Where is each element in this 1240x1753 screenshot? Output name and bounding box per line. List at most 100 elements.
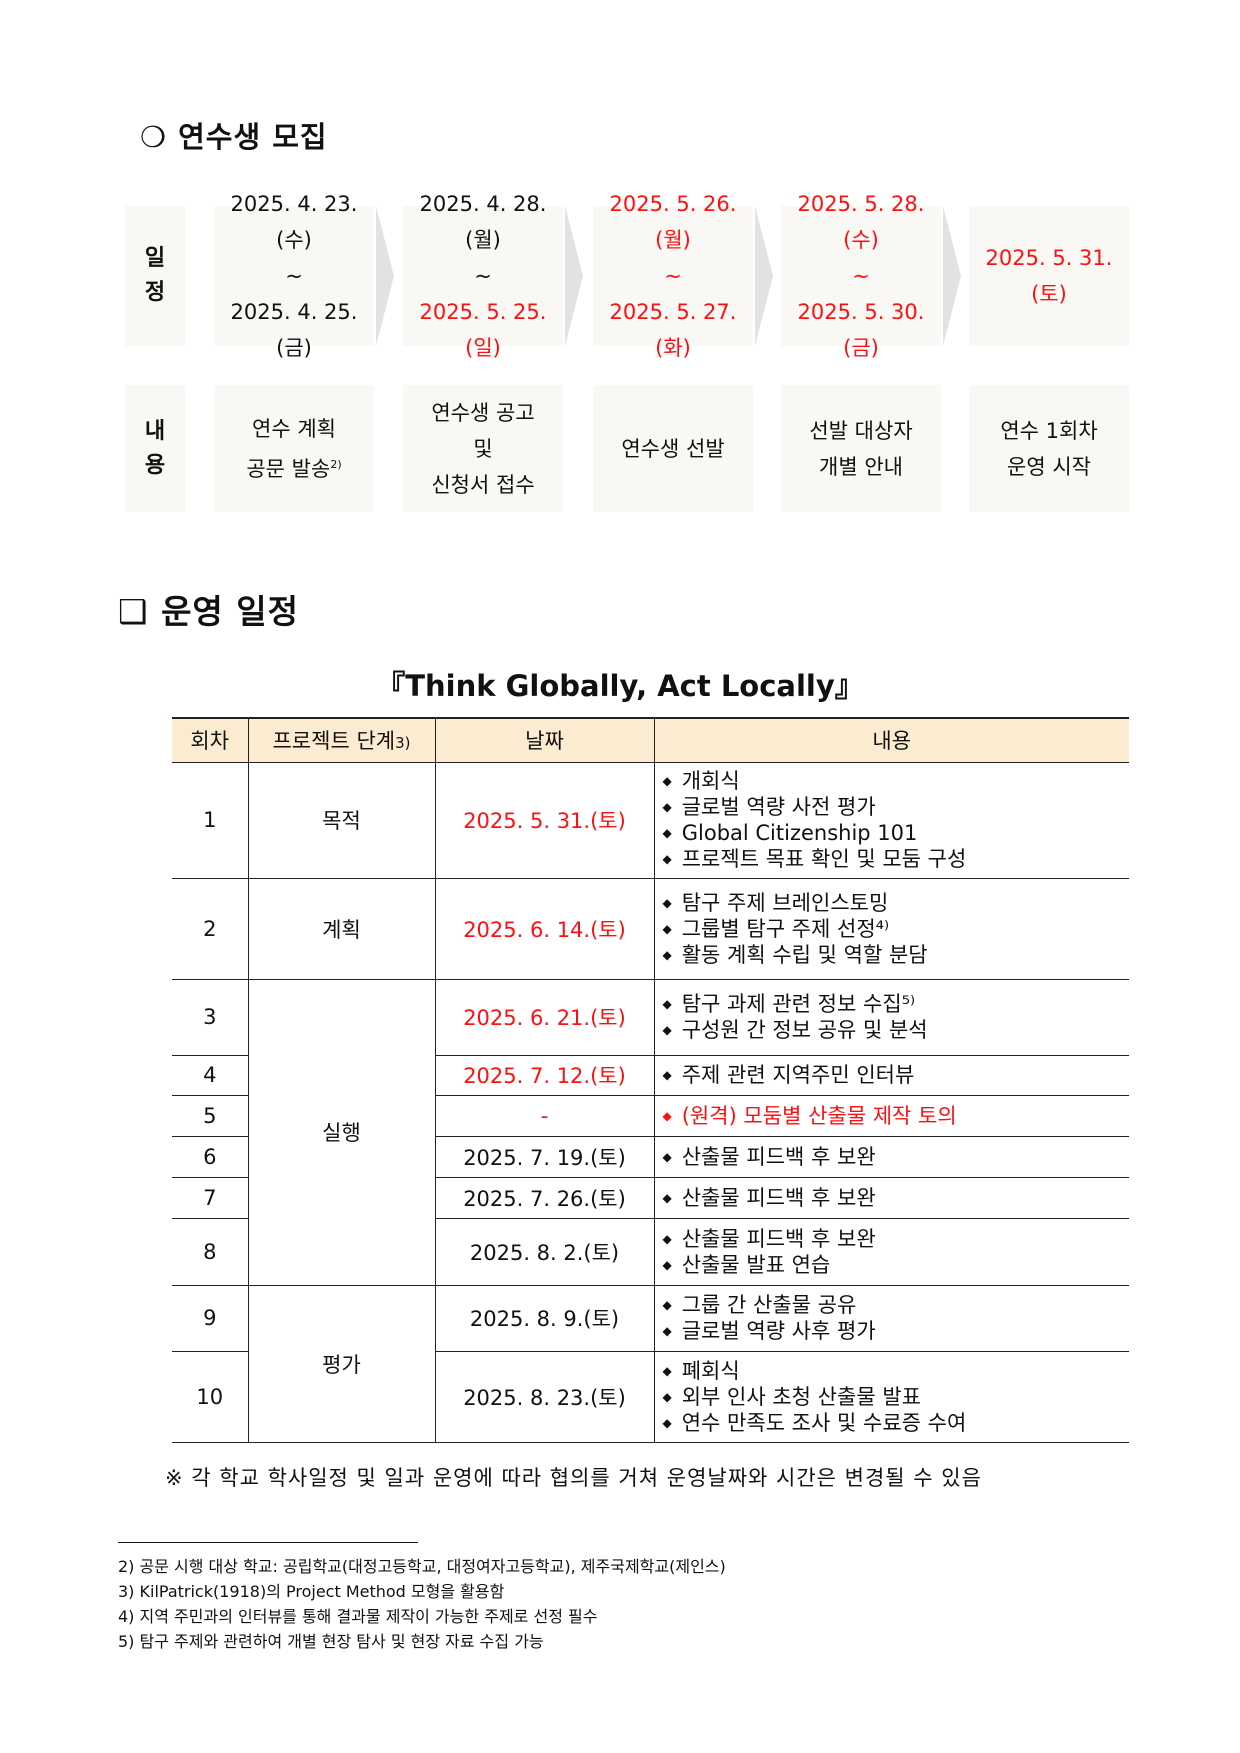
header-content: 내용 — [653, 717, 1129, 763]
content-cell: 개회식글로벌 역량 사전 평가Global Citizenship 101프로젝… — [653, 761, 1130, 879]
step-content-4: 선발 대상자 개별 안내 — [781, 385, 941, 512]
step-date-to: 2025. 4. 25.(금) — [230, 300, 358, 360]
date-cell: 2025. 8. 9.(토) — [434, 1284, 655, 1352]
step-tilde: ~ — [852, 264, 870, 288]
session-number: 6 — [172, 1135, 249, 1178]
content-item: 산출물 피드백 후 보완 — [663, 1144, 1130, 1170]
step-date: 2025. 5. 31.(토) — [985, 246, 1113, 306]
session-number: 7 — [172, 1176, 249, 1219]
content-item: 산출물 발표 연습 — [663, 1252, 1130, 1278]
date-cell: 2025. 8. 23.(토) — [434, 1350, 655, 1443]
step-date-to: 2025. 5. 27.(화) — [609, 300, 737, 360]
date-cell: 2025. 7. 26.(토) — [434, 1176, 655, 1219]
step-content-line: 연수 1회차 — [1000, 418, 1098, 443]
session-number: 2 — [172, 877, 249, 980]
content-item: 글로벌 역량 사전 평가 — [663, 794, 1130, 820]
content-cell: 산출물 피드백 후 보완 — [653, 1135, 1130, 1178]
schedule-step-4: 2025. 5. 28.(수) ~2025. 5. 30.(금) — [781, 192, 941, 360]
content-cell: 폐회식외부 인사 초청 산출물 발표연수 만족도 조사 및 수료증 수여 — [653, 1350, 1130, 1443]
content-item: 활동 계획 수립 및 역할 분담 — [663, 942, 1130, 968]
section-title-operation: ❑ 운영 일정 — [118, 592, 300, 631]
content-item: 산출물 피드백 후 보완 — [663, 1185, 1130, 1211]
schedule-step-3: 2025. 5. 26.(월) ~2025. 5. 27.(화) — [593, 192, 753, 360]
content-cell: 주제 관련 지역주민 인터뷰 — [653, 1054, 1130, 1096]
session-number: 4 — [172, 1054, 249, 1096]
step-date-to: 2025. 5. 30.(금) — [797, 300, 925, 360]
content-cell: 탐구 과제 관련 정보 수집⁵⁾구성원 간 정보 공유 및 분석 — [653, 978, 1130, 1056]
table-row: 7 2025. 7. 26.(토) 산출물 피드백 후 보완 — [172, 1176, 1130, 1219]
stage-cell: 평가 — [247, 1284, 436, 1443]
row-label-char: 일 — [144, 246, 166, 271]
step-content-3: 연수생 선발 — [593, 385, 753, 512]
step-tilde: ~ — [664, 264, 682, 288]
content-cell: 그룹 간 산출물 공유글로벌 역량 사후 평가 — [653, 1284, 1130, 1352]
session-number: 3 — [172, 978, 249, 1056]
session-number: 10 — [172, 1350, 249, 1443]
footnote: 2) 공문 시행 대상 학교: 공립학교(대정고등학교, 대정여자고등학교), … — [118, 1557, 726, 1576]
content-item: 개회식 — [663, 768, 1130, 794]
content-item: 탐구 과제 관련 정보 수집⁵⁾ — [663, 991, 1130, 1017]
date-cell: 2025. 8. 2.(토) — [434, 1217, 655, 1286]
row-label-char: 정 — [144, 280, 166, 305]
content-item: 탐구 주제 브레인스토밍 — [663, 890, 1130, 916]
session-number: 8 — [172, 1217, 249, 1286]
step-content-line: 신청서 접수 — [431, 472, 535, 497]
session-number: 9 — [172, 1284, 249, 1352]
content-item: Global Citizenship 101 — [663, 820, 1130, 846]
table-row: 5 -(원격) 모둠별 산출물 제작 토의 — [172, 1094, 1130, 1137]
content-cell: 산출물 피드백 후 보완 — [653, 1176, 1130, 1219]
step-content-line: 연수생 선발 — [621, 436, 725, 461]
content-item: 그룹별 탐구 주제 선정⁴⁾ — [663, 916, 1130, 942]
footnote: 5) 탐구 주제와 관련하여 개별 현장 탐사 및 현장 자료 수집 가능 — [118, 1632, 544, 1651]
stage-cell: 계획 — [247, 877, 436, 980]
header-date: 날짜 — [434, 717, 655, 763]
step-date-from: 2025. 5. 26.(월) — [609, 192, 737, 252]
schedule-step-2: 2025. 4. 28.(월) ~2025. 5. 25.(일) — [403, 192, 563, 360]
row-label-char: 내 — [144, 418, 166, 444]
stage-cell: 목적 — [247, 761, 436, 879]
content-item: 폐회식 — [663, 1358, 1130, 1384]
step-content-line: 개별 안내 — [819, 454, 903, 479]
row-label-char: 용 — [144, 452, 166, 478]
content-item: 구성원 간 정보 공유 및 분석 — [663, 1017, 1130, 1043]
header-session: 회차 — [172, 717, 249, 763]
date-cell: 2025. 6. 14.(토) — [434, 877, 655, 980]
content-cell: 산출물 피드백 후 보완산출물 발표 연습 — [653, 1217, 1130, 1286]
content-cell: (원격) 모둠별 산출물 제작 토의 — [653, 1094, 1130, 1137]
arrow-icon — [565, 206, 583, 346]
step-tilde: ~ — [474, 264, 492, 288]
date-cell: 2025. 7. 19.(토) — [434, 1135, 655, 1178]
header-stage-label: 프로젝트 단계 — [272, 729, 396, 754]
content-item: (원격) 모둠별 산출물 제작 토의 — [663, 1103, 1130, 1129]
arrow-icon — [943, 206, 961, 346]
content-item: 외부 인사 초청 산출물 발표 — [663, 1384, 1130, 1410]
step-content-line: 및 — [473, 436, 493, 461]
table-row: 4 2025. 7. 12.(토) 주제 관련 지역주민 인터뷰 — [172, 1054, 1130, 1096]
table-header-row: 회차 프로젝트 단계3) 날짜 내용 — [172, 717, 1129, 763]
footnote: 4) 지역 주민과의 인터뷰를 통해 결과물 제작이 가능한 주제로 선정 필수 — [118, 1607, 598, 1626]
schedule-step-1: 2025. 4. 23.(수) ~2025. 4. 25.(금) — [214, 192, 374, 360]
content-item: 글로벌 역량 사후 평가 — [663, 1318, 1130, 1344]
content-item: 산출물 피드백 후 보완 — [663, 1226, 1130, 1252]
content-item: 주제 관련 지역주민 인터뷰 — [663, 1062, 1130, 1088]
date-cell: 2025. 7. 12.(토) — [434, 1054, 655, 1096]
content-cell: 탐구 주제 브레인스토밍그룹별 탐구 주제 선정⁴⁾활동 계획 수립 및 역할 … — [653, 877, 1130, 980]
step-content-line: 연수생 공고 — [431, 400, 535, 425]
footnote-ref: 2) — [330, 457, 342, 471]
content-item: 연수 만족도 조사 및 수료증 수여 — [663, 1410, 1130, 1436]
date-cell: 2025. 6. 21.(토) — [434, 978, 655, 1056]
section-title-recruit: ❍ 연수생 모집 — [140, 120, 328, 154]
step-content-line: 연수 계획 — [252, 416, 336, 441]
arrow-icon — [376, 206, 394, 346]
schedule-step-5: 2025. 5. 31.(토) — [969, 206, 1129, 346]
program-subtitle: 『Think Globally, Act Locally』 — [376, 669, 864, 703]
date-cell: 2025. 5. 31.(토) — [434, 761, 655, 879]
table-row: 6 2025. 7. 19.(토) 산출물 피드백 후 보완 — [172, 1135, 1130, 1178]
